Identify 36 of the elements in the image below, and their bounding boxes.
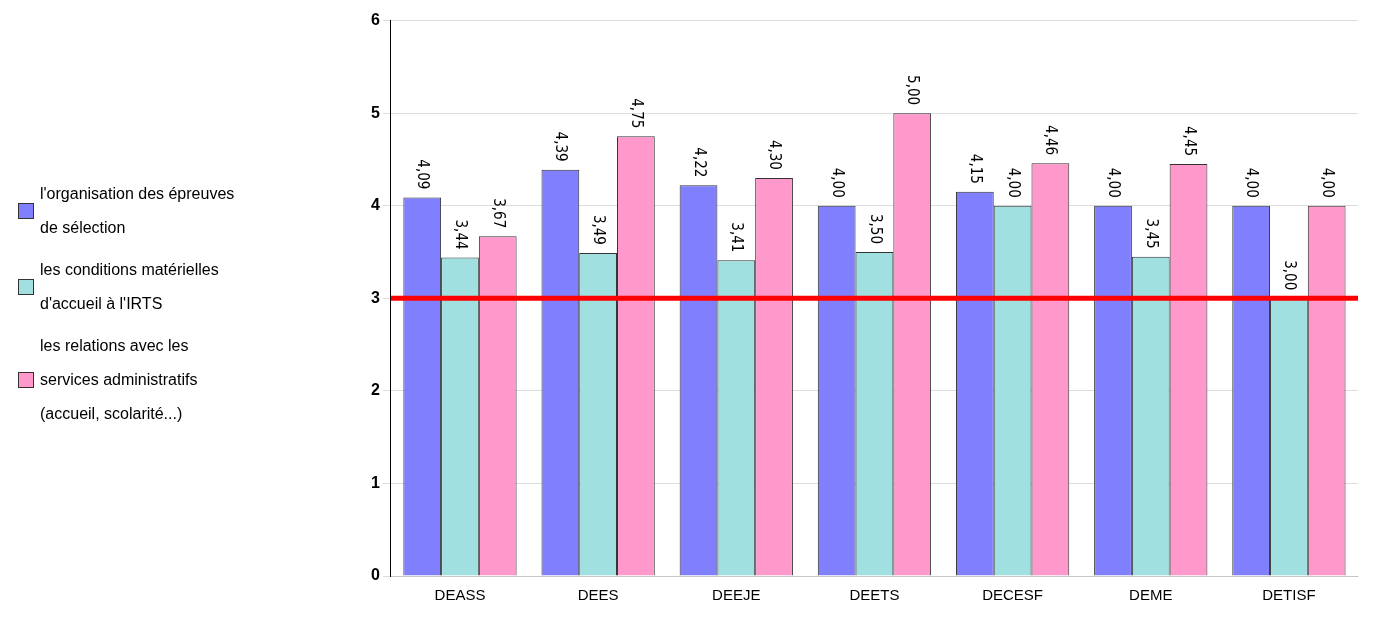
data-label: 3,41 [728,222,747,253]
y-tick-label: 3 [370,288,380,306]
data-label: 4,22 [690,147,709,178]
data-label: 4,15 [966,153,985,184]
data-label: 4,00 [1243,167,1262,198]
y-tick-label: 0 [370,566,380,584]
data-label: 4,00 [1004,167,1023,198]
y-tick-label: 4 [370,196,380,214]
data-label: 5,00 [904,75,923,106]
data-label: 4,30 [766,139,785,170]
data-label: 4,00 [828,167,847,198]
x-tick-label: DEETS [849,586,900,604]
data-label: 3,50 [866,213,885,245]
data-label: 4,75 [628,98,647,129]
x-tick-label: DEES [577,586,619,604]
data-label: 4,45 [1180,126,1199,157]
x-tick-label: DEEJE [712,586,761,604]
y-tick-label: 1 [370,473,380,491]
data-label: 4,39 [552,131,571,162]
x-tick-label: DEASS [434,586,486,604]
data-label: 3,45 [1142,218,1161,249]
data-label: 3,49 [590,214,609,245]
y-tick-label: 5 [370,103,380,121]
data-label: 4,46 [1042,125,1061,156]
x-tick-label: DECESF [982,586,1044,604]
data-label: 3,67 [489,198,508,229]
data-label: 3,00 [1281,260,1300,291]
data-label: 4,00 [1105,167,1124,198]
y-tick-label: 2 [370,381,380,399]
data-label: 4,00 [1318,167,1337,198]
x-tick-label: DEME [1129,586,1173,604]
data-label: 3,44 [452,219,471,250]
x-tick-label: DETISF [1262,586,1316,604]
legend-label: les relations avec les services administratifs (accueil, scolarité...) [40,336,199,424]
data-label: 4,09 [414,159,433,190]
y-tick-label: 6 [370,11,380,29]
